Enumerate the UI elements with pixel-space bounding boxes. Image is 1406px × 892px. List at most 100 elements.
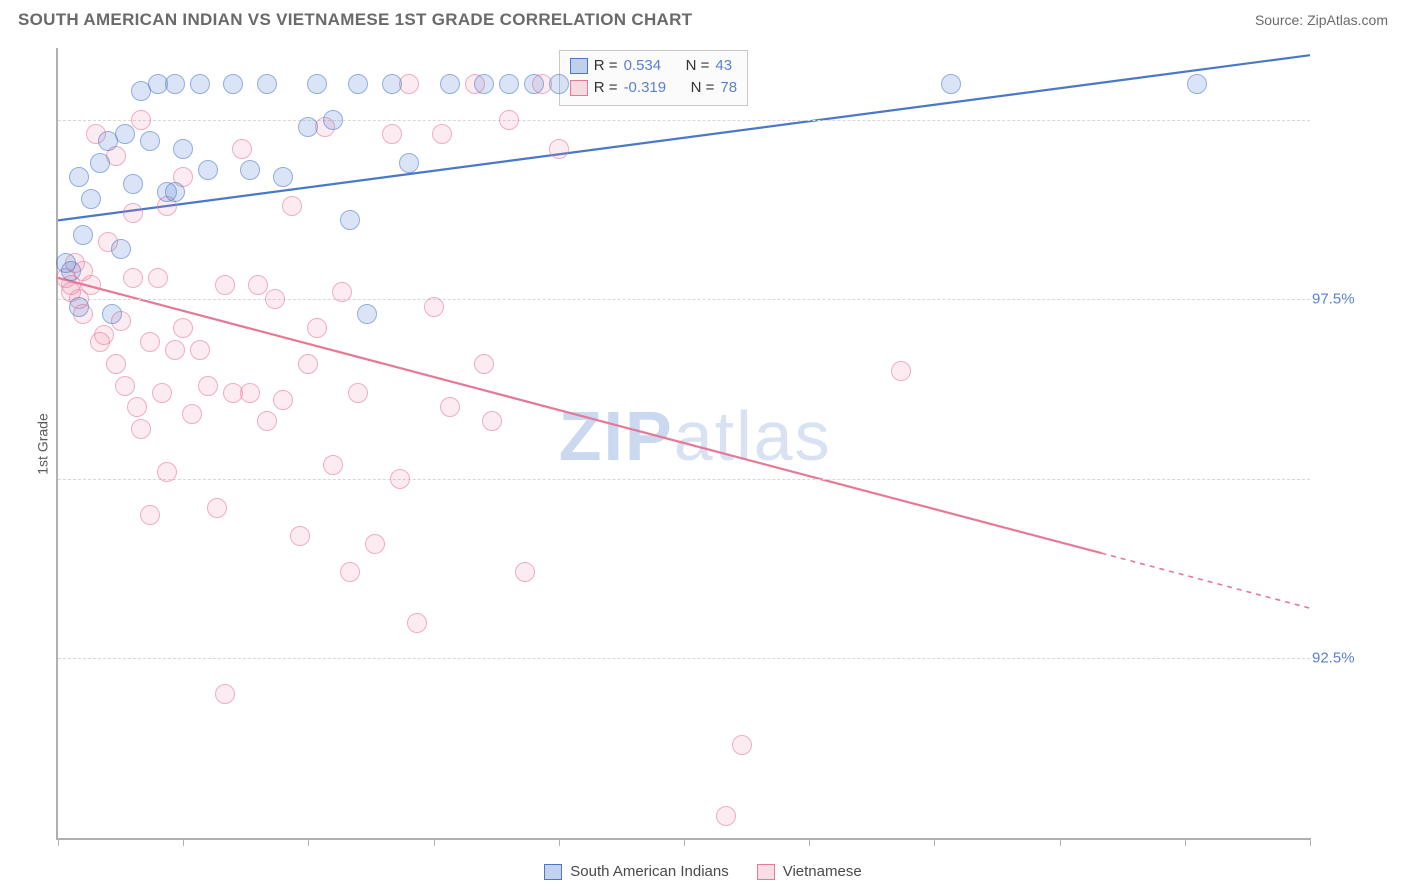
- stats-r-value: 0.534: [624, 55, 662, 77]
- data-point-pink: [549, 139, 569, 159]
- stats-r-label: R =: [594, 77, 618, 99]
- data-point-blue: [111, 239, 131, 259]
- data-point-blue: [340, 210, 360, 230]
- data-point-blue: [173, 139, 193, 159]
- x-tick: [684, 838, 685, 846]
- data-point-blue: [257, 74, 277, 94]
- data-point-pink: [106, 354, 126, 374]
- data-point-blue: [223, 74, 243, 94]
- watermark-atlas: atlas: [674, 397, 832, 475]
- chart-source: Source: ZipAtlas.com: [1255, 12, 1388, 28]
- data-point-blue: [123, 174, 143, 194]
- x-tick: [559, 838, 560, 846]
- gridline: [58, 299, 1310, 300]
- data-point-pink: [365, 534, 385, 554]
- data-point-pink: [173, 318, 193, 338]
- gridline: [58, 479, 1310, 480]
- data-point-blue: [198, 160, 218, 180]
- data-point-blue: [61, 261, 81, 281]
- data-point-pink: [891, 361, 911, 381]
- stats-n-value: 43: [715, 55, 732, 77]
- data-point-pink: [290, 526, 310, 546]
- data-point-pink: [115, 376, 135, 396]
- x-tick: [809, 838, 810, 846]
- data-point-blue: [69, 167, 89, 187]
- data-point-pink: [240, 383, 260, 403]
- data-point-pink: [123, 203, 143, 223]
- data-point-pink: [165, 340, 185, 360]
- legend-swatch-blue-icon: [544, 864, 562, 880]
- data-point-blue: [307, 74, 327, 94]
- data-point-pink: [332, 282, 352, 302]
- data-point-blue: [357, 304, 377, 324]
- data-point-pink: [152, 383, 172, 403]
- data-point-pink: [215, 275, 235, 295]
- gridline: [58, 658, 1310, 659]
- data-point-pink: [81, 275, 101, 295]
- data-point-pink: [716, 806, 736, 826]
- data-point-pink: [474, 354, 494, 374]
- data-point-pink: [382, 124, 402, 144]
- data-point-pink: [127, 397, 147, 417]
- data-point-blue: [273, 167, 293, 187]
- x-tick: [1310, 838, 1311, 846]
- data-point-pink: [265, 289, 285, 309]
- data-point-blue: [73, 225, 93, 245]
- data-point-pink: [248, 275, 268, 295]
- stats-n-label: N =: [691, 77, 715, 99]
- bottom-legend: South American Indians Vietnamese: [0, 863, 1406, 880]
- data-point-blue: [348, 74, 368, 94]
- data-point-pink: [273, 390, 293, 410]
- data-point-pink: [94, 325, 114, 345]
- stats-r-label: R =: [594, 55, 618, 77]
- x-tick: [934, 838, 935, 846]
- data-point-blue: [190, 74, 210, 94]
- data-point-pink: [499, 110, 519, 130]
- data-point-pink: [432, 124, 452, 144]
- data-point-blue: [165, 182, 185, 202]
- legend-item-pink: Vietnamese: [757, 863, 862, 880]
- data-point-pink: [257, 411, 277, 431]
- data-point-pink: [232, 139, 252, 159]
- data-point-pink: [348, 383, 368, 403]
- gridline: [58, 120, 1310, 121]
- chart-header: SOUTH AMERICAN INDIAN VS VIETNAMESE 1ST …: [0, 0, 1406, 36]
- data-point-pink: [340, 562, 360, 582]
- data-point-pink: [298, 354, 318, 374]
- data-point-blue: [115, 124, 135, 144]
- legend-item-blue: South American Indians: [544, 863, 728, 880]
- data-point-pink: [407, 613, 427, 633]
- x-tick: [308, 838, 309, 846]
- x-tick: [183, 838, 184, 846]
- data-point-pink: [123, 268, 143, 288]
- legend-swatch-blue-icon: [570, 58, 588, 74]
- stats-r-value: -0.319: [624, 77, 667, 99]
- data-point-blue: [323, 110, 343, 130]
- watermark: ZIPatlas: [559, 396, 832, 476]
- data-point-pink: [515, 562, 535, 582]
- stats-n-label: N =: [686, 55, 710, 77]
- stats-row-blue: R = 0.534 N = 43: [570, 55, 737, 77]
- data-point-blue: [941, 74, 961, 94]
- data-point-pink: [440, 397, 460, 417]
- data-point-blue: [399, 153, 419, 173]
- data-point-blue: [298, 117, 318, 137]
- y-tick-label: 92.5%: [1312, 650, 1382, 667]
- plot-area: ZIPatlas R = 0.534 N = 43 R = -0.319 N =…: [56, 48, 1310, 840]
- chart-wrapper: 1st Grade ZIPatlas R = 0.534 N = 43 R = …: [18, 48, 1388, 840]
- data-point-blue: [102, 304, 122, 324]
- data-point-blue: [81, 189, 101, 209]
- data-point-pink: [140, 332, 160, 352]
- data-point-pink: [207, 498, 227, 518]
- data-point-blue: [69, 297, 89, 317]
- data-point-blue: [524, 74, 544, 94]
- data-point-pink: [190, 340, 210, 360]
- data-point-pink: [215, 684, 235, 704]
- data-point-pink: [182, 404, 202, 424]
- y-tick-label: 97.5%: [1312, 291, 1382, 308]
- stats-box: R = 0.534 N = 43 R = -0.319 N = 78: [559, 50, 748, 106]
- y-axis-label: 1st Grade: [35, 413, 51, 474]
- data-point-pink: [732, 735, 752, 755]
- data-point-pink: [323, 455, 343, 475]
- data-point-pink: [157, 462, 177, 482]
